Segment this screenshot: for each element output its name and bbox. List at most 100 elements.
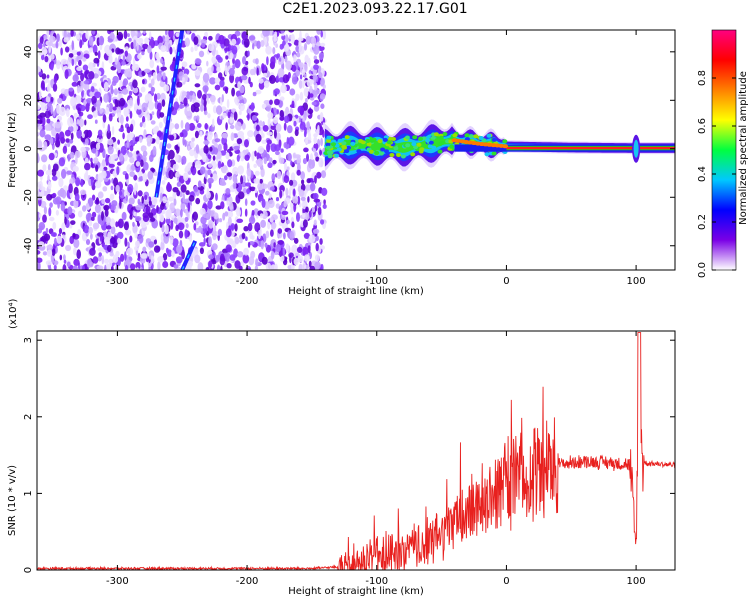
- carrier-blob: [478, 136, 484, 140]
- noise-blob: [186, 111, 193, 120]
- noise-blob: [167, 161, 171, 168]
- noise-blob: [141, 51, 145, 56]
- noise-blob: [163, 84, 170, 92]
- noise-blob: [278, 57, 282, 62]
- noise-blob: [208, 260, 213, 269]
- noise-blob: [103, 166, 108, 171]
- noise-blob: [160, 66, 167, 71]
- noise-blob: [284, 257, 287, 263]
- noise-blob: [186, 260, 194, 268]
- carrier-blob: [449, 144, 455, 149]
- noise-blob: [85, 202, 90, 209]
- noise-blob: [53, 260, 59, 266]
- noise-blob: [82, 57, 87, 62]
- noise-blob: [263, 157, 267, 165]
- noise-blob: [69, 138, 74, 144]
- noise-blob: [305, 184, 312, 191]
- noise-blob: [62, 264, 67, 270]
- noise-blob: [243, 247, 250, 256]
- noise-blob: [180, 208, 183, 218]
- noise-blob: [299, 74, 303, 80]
- noise-blob: [96, 265, 104, 270]
- noise-blob: [115, 47, 121, 55]
- noise-blob: [320, 170, 327, 179]
- noise-blob: [150, 78, 155, 86]
- noise-blob: [239, 85, 245, 94]
- noise-blob: [134, 232, 138, 239]
- noise-blob: [225, 152, 230, 160]
- noise-blob: [259, 178, 264, 184]
- noise-blob: [163, 234, 169, 244]
- noise-blob: [305, 88, 309, 98]
- noise-blob: [293, 120, 297, 127]
- noise-blob: [276, 53, 281, 58]
- noise-blob: [303, 147, 309, 153]
- noise-blob: [320, 103, 325, 109]
- noise-blob: [46, 193, 53, 201]
- noise-blob: [227, 216, 232, 226]
- noise-blob: [71, 58, 75, 66]
- noise-blob: [118, 190, 123, 196]
- noise-blob: [85, 30, 89, 39]
- noise-blob: [97, 129, 103, 137]
- noise-blob: [202, 222, 207, 229]
- noise-blob: [90, 176, 94, 187]
- noise-blob: [317, 201, 322, 208]
- noise-blob: [307, 245, 311, 254]
- noise-blob: [231, 241, 237, 249]
- noise-blob: [132, 79, 138, 89]
- noise-blob: [220, 201, 225, 210]
- noise-blob: [313, 76, 317, 86]
- noise-blob: [320, 78, 325, 86]
- noise-blob: [162, 72, 166, 81]
- noise-blob: [175, 32, 180, 38]
- noise-blob: [209, 146, 213, 152]
- noise-blob: [166, 181, 171, 191]
- noise-blob: [283, 200, 288, 208]
- noise-blob: [315, 242, 319, 252]
- carrier-blob: [358, 139, 364, 143]
- noise-blob: [126, 247, 134, 256]
- noise-blob: [261, 183, 268, 190]
- noise-blob: [175, 256, 183, 264]
- noise-blob: [299, 121, 306, 130]
- noise-blob: [219, 80, 225, 88]
- noise-blob: [232, 173, 238, 183]
- noise-blob: [136, 42, 139, 51]
- carrier-blob: [442, 132, 448, 136]
- noise-blob: [48, 41, 53, 46]
- noise-blob: [67, 117, 74, 127]
- noise-blob: [92, 67, 99, 73]
- noise-blob: [300, 183, 306, 192]
- noise-blob: [259, 196, 264, 201]
- noise-blob: [306, 153, 309, 162]
- noise-blob: [293, 54, 297, 63]
- noise-blob: [218, 34, 225, 45]
- noise-blob: [111, 80, 117, 86]
- noise-blob: [73, 199, 79, 209]
- noise-blob: [66, 261, 71, 268]
- noise-blob: [137, 190, 143, 197]
- noise-blob: [311, 101, 317, 106]
- noise-blob: [313, 45, 320, 55]
- noise-blob: [105, 216, 111, 224]
- noise-blob: [280, 30, 285, 34]
- noise-blob: [275, 75, 279, 82]
- noise-blob: [88, 36, 93, 46]
- noise-blob: [149, 31, 152, 40]
- noise-blob: [201, 152, 207, 163]
- noise-blob: [124, 264, 129, 270]
- noise-blob: [216, 264, 221, 270]
- noise-blob: [77, 107, 81, 115]
- carrier-blob: [327, 154, 333, 159]
- noise-blob: [257, 182, 264, 191]
- noise-blob: [148, 241, 155, 248]
- noise-blob: [117, 139, 120, 145]
- noise-blob: [308, 260, 312, 268]
- noise-blob: [126, 133, 133, 141]
- noise-blob: [39, 129, 46, 138]
- noise-blob: [135, 204, 142, 211]
- noise-blob: [302, 212, 306, 218]
- noise-blob: [134, 240, 140, 248]
- noise-blob: [45, 96, 51, 103]
